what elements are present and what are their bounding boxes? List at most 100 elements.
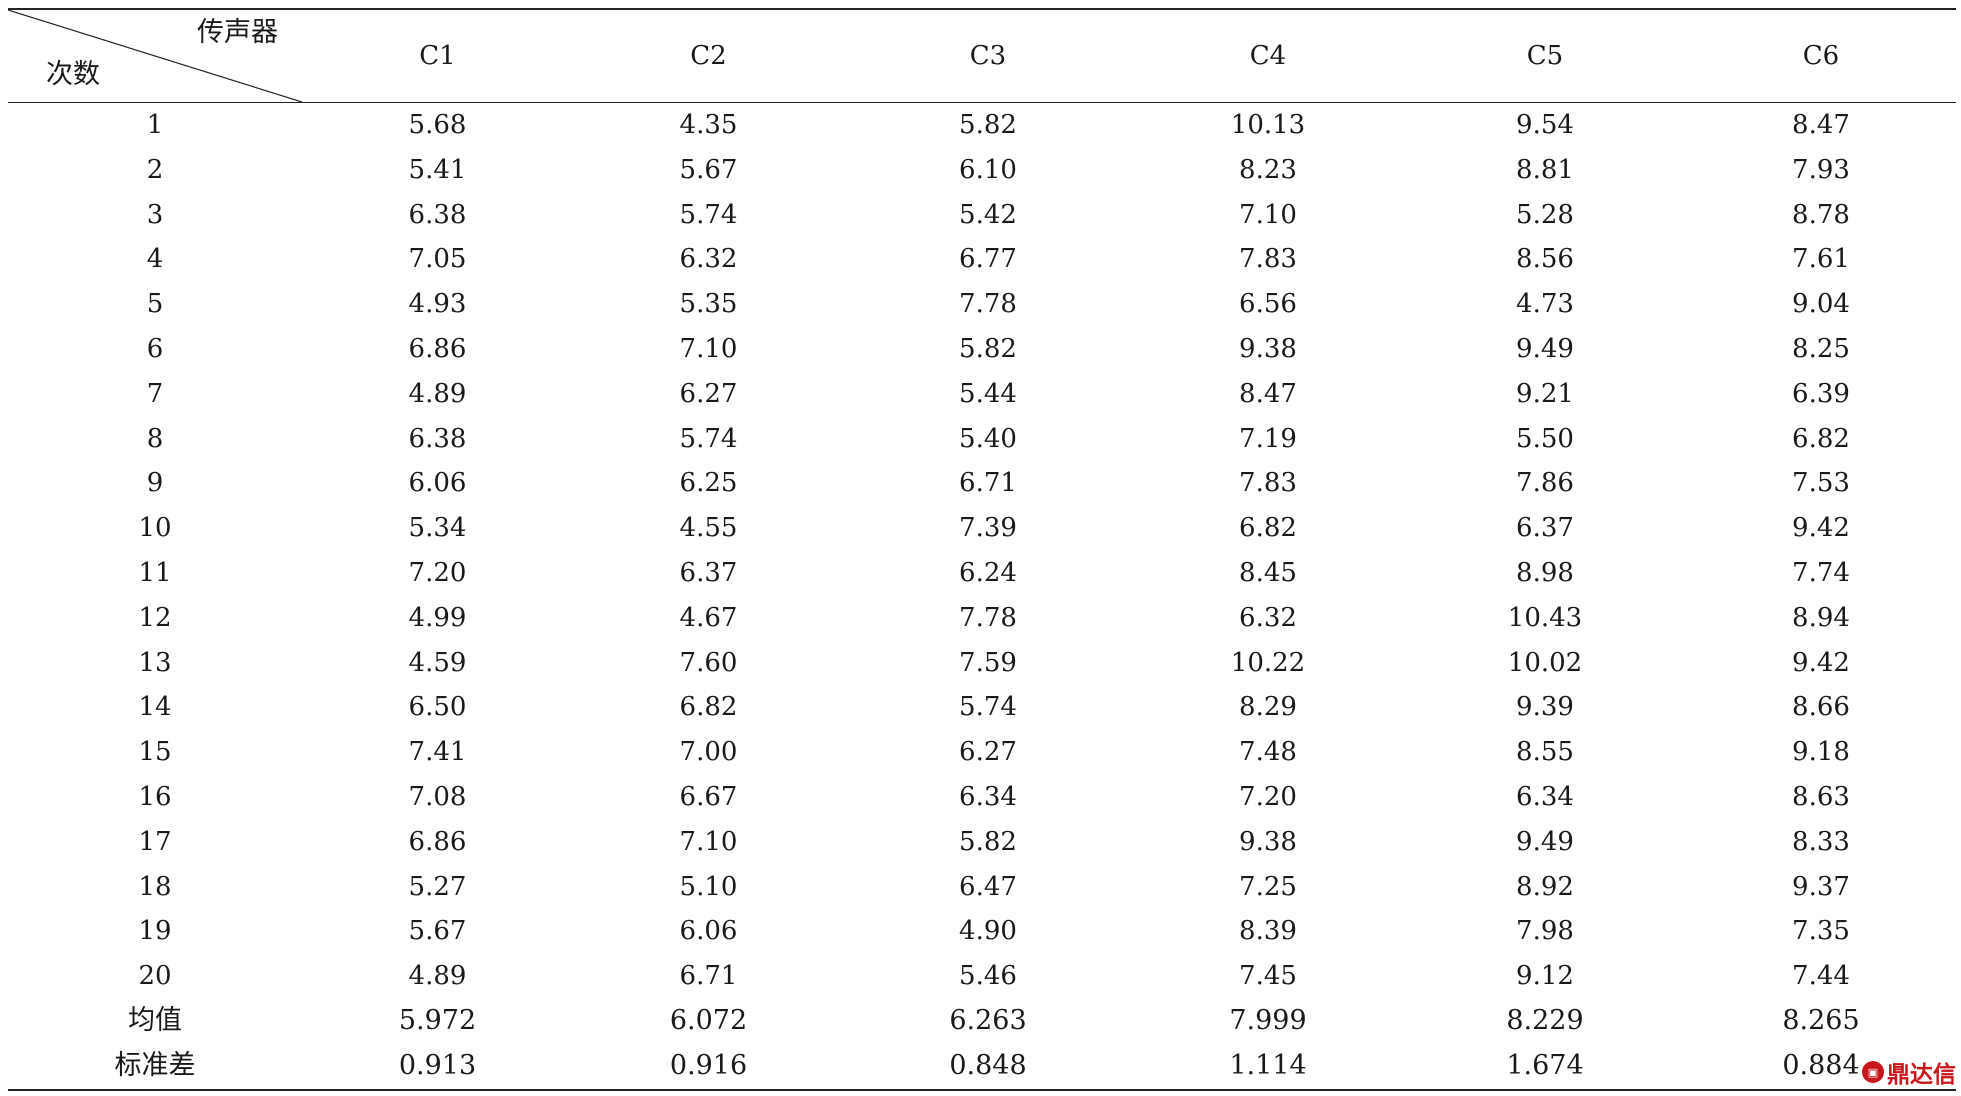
value-cell: 5.82 (959, 110, 1017, 140)
column-header: C4 (1132, 8, 1404, 103)
value-cell: 8.81 (1516, 154, 1574, 185)
value-cell: 7.59 (959, 647, 1017, 678)
value-cell: 8.229 (1506, 1004, 1584, 1036)
value-cell: 7.83 (1239, 468, 1297, 499)
value-cell: 6.77 (959, 244, 1017, 275)
data-table: 传声器 次数 C1 C2 C3 C4 C5 C6 1 5.68 4.35 5.82 10… (8, 8, 1956, 1091)
row-label-cell: 2 (146, 154, 164, 185)
value-cell: 4.59 (408, 647, 467, 678)
value-cell: 6.82 (1239, 513, 1297, 544)
table-row: 11 7.20 6.37 6.24 8.45 8.98 7.74 (8, 551, 1956, 596)
table-row: 15 7.41 7.00 6.27 7.48 8.55 9.18 (8, 730, 1956, 775)
row-label-cell: 11 (138, 557, 172, 588)
table-row: 20 4.89 6.71 5.46 7.45 9.12 7.44 (8, 954, 1956, 999)
value-cell: 5.27 (408, 871, 467, 902)
value-cell: 0.848 (844, 1043, 1132, 1091)
value-cell: 6.10 (959, 154, 1017, 185)
value-cell: 7.10 (1239, 199, 1297, 230)
value-cell: 1.114 (1132, 1043, 1404, 1091)
value-cell: 8.45 (1239, 557, 1297, 588)
table-row: 5 4.93 5.35 7.78 6.56 4.73 9.04 (8, 282, 1956, 327)
corner-column-label: 传声器 (197, 17, 278, 48)
value-cell: 1.674 (1404, 1043, 1686, 1091)
row-label-cell: 9 (146, 468, 164, 499)
table-row: 13 4.59 7.60 7.59 10.22 10.02 9.42 (8, 641, 1956, 686)
value-cell: 6.37 (679, 557, 738, 588)
table-row: 4 7.05 6.32 6.77 7.83 8.56 7.61 (8, 237, 1956, 282)
value-cell: 7.93 (1792, 154, 1850, 185)
value-cell: 9.49 (1516, 826, 1574, 857)
value-cell: 8.23 (1239, 154, 1297, 185)
column-header: C5 (1404, 8, 1686, 103)
value-cell: 5.41 (408, 154, 467, 185)
value-cell: 8.47 (1239, 378, 1297, 409)
value-cell: 4.67 (679, 602, 738, 633)
value-cell: 7.35 (1792, 916, 1850, 947)
value-cell: 8.56 (1516, 244, 1574, 275)
row-label-cell: 20 (138, 961, 172, 992)
table-row: 2 5.41 5.67 6.10 8.23 8.81 7.93 (8, 148, 1956, 193)
value-cell: 4.73 (1516, 289, 1574, 320)
value-cell: 9.42 (1792, 513, 1850, 544)
value-cell: 8.66 (1792, 692, 1850, 723)
row-label-cell: 19 (138, 916, 172, 947)
value-cell: 6.86 (408, 333, 467, 364)
value-cell: 7.74 (1792, 557, 1850, 588)
value-cell: 10.22 (1230, 647, 1306, 678)
value-cell: 6.71 (679, 961, 738, 992)
row-label-cell: 10 (138, 513, 172, 544)
value-cell: 6.38 (408, 199, 467, 230)
table-row: 8 6.38 5.74 5.40 7.19 5.50 6.82 (8, 417, 1956, 462)
value-cell: 7.20 (408, 557, 467, 588)
column-header: C3 (844, 8, 1132, 103)
summary-row: 均值 5.972 6.072 6.263 7.999 8.229 8.265 (8, 999, 1956, 1044)
value-cell: 7.41 (408, 737, 467, 768)
value-cell: 7.48 (1239, 737, 1297, 768)
value-cell: 5.44 (959, 378, 1017, 409)
value-cell: 9.04 (1792, 289, 1850, 320)
value-cell: 9.12 (1516, 961, 1574, 992)
value-cell: 6.37 (1516, 513, 1574, 544)
value-cell: 5.10 (679, 871, 738, 902)
row-label-cell: 12 (138, 602, 172, 633)
value-cell: 6.38 (408, 423, 467, 454)
value-cell: 7.10 (679, 333, 738, 364)
value-cell: 5.67 (679, 154, 738, 185)
value-cell: 5.40 (959, 423, 1017, 454)
column-header: C6 (1686, 8, 1956, 103)
value-cell: 7.39 (959, 513, 1017, 544)
table-row: 9 6.06 6.25 6.71 7.83 7.86 7.53 (8, 461, 1956, 506)
corner-row-label: 次数 (46, 59, 100, 90)
table-row: 19 5.67 6.06 4.90 8.39 7.98 7.35 (8, 909, 1956, 954)
value-cell: 7.53 (1792, 468, 1850, 499)
row-label-cell: 均值 (128, 1004, 182, 1036)
column-header: C1 (302, 8, 573, 103)
row-label-cell: 17 (138, 826, 172, 857)
value-cell: 6.34 (959, 781, 1017, 812)
row-label-cell: 3 (146, 199, 164, 230)
value-cell: 10.43 (1507, 602, 1583, 633)
table-row: 1 5.68 4.35 5.82 10.13 9.54 8.47 (8, 103, 1956, 148)
value-cell: 6.25 (679, 468, 738, 499)
value-cell: 5.42 (959, 199, 1017, 230)
value-cell: 5.50 (1516, 423, 1574, 454)
value-cell: 6.56 (1239, 289, 1297, 320)
value-cell: 6.50 (408, 692, 467, 723)
value-cell: 6.32 (679, 244, 738, 275)
value-cell: 7.61 (1792, 244, 1850, 275)
value-cell: 9.37 (1792, 871, 1850, 902)
value-cell: 6.27 (679, 378, 738, 409)
table-row: 14 6.50 6.82 5.74 8.29 9.39 8.66 (8, 685, 1956, 730)
dadaxin-logo-icon: ▣ (1862, 1061, 1884, 1083)
value-cell: 6.06 (679, 916, 738, 947)
value-cell: 7.78 (959, 289, 1017, 320)
value-cell: 0.913 (302, 1043, 573, 1091)
value-cell: 6.82 (679, 692, 738, 723)
value-cell: 6.06 (408, 468, 467, 499)
value-cell: 7.00 (679, 737, 738, 768)
value-cell: 8.55 (1516, 737, 1574, 768)
table-row: 7 4.89 6.27 5.44 8.47 9.21 6.39 (8, 372, 1956, 417)
value-cell: 8.94 (1792, 602, 1850, 633)
table-row: 12 4.99 4.67 7.78 6.32 10.43 8.94 (8, 596, 1956, 641)
value-cell: 9.18 (1792, 737, 1850, 768)
